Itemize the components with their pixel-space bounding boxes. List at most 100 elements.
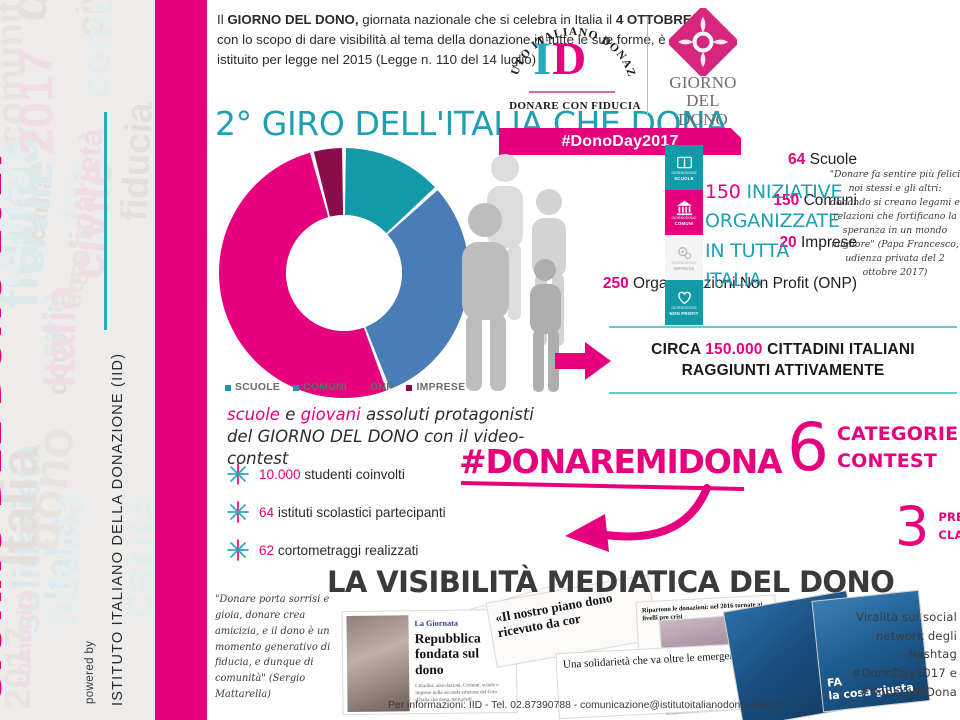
logo-block: ISTITUTO ITALIANO DONAZIONE ID DONARE CO… [495, 6, 745, 158]
bullet-number: 62 [259, 542, 275, 558]
contest-rest: assoluti protagonisti del GIORNO DEL DON… [227, 405, 534, 468]
contest-bullets: 10.000 studenti coinvolti 64 istituti sco… [227, 455, 557, 569]
legend-item-onp: ONP [360, 382, 393, 393]
donut-slice-scuole [344, 148, 435, 234]
pink-accent-bar [155, 0, 207, 720]
iid-underline [529, 91, 615, 93]
heart-icon [677, 291, 691, 305]
bullet-row: 62 cortometraggi realizzati [227, 531, 557, 569]
iid-arc-text: ISTITUTO ITALIANO DONAZIONE [503, 10, 637, 79]
iid-monogram: ID [533, 36, 587, 83]
donut-slice-imprese [313, 148, 344, 217]
stat-row: 150 Comuni [552, 191, 857, 210]
powered-by-label: powered by [84, 640, 96, 704]
category-tile-scuole: GIORNODONO SCUOLE [665, 145, 703, 190]
legend-swatch-icon [225, 384, 231, 391]
circa-banner: CIRCA 150.000 CITTADINI ITALIANI RAGGIUN… [609, 340, 957, 382]
donut-slice-comuni [365, 190, 469, 390]
footer-contact: Per informazioni: IID - Tel. 02.87390788… [388, 700, 779, 711]
book-icon [676, 156, 692, 169]
tile-label: SCUOLE [674, 175, 694, 181]
gears-icon [677, 247, 691, 260]
bullet-number: 64 [259, 504, 275, 520]
circa-line2: RAGGIUNTI ATTIVAMENTE [681, 361, 885, 379]
circa-number: 150.000 [705, 341, 763, 358]
bullet-text: 64 istituti scolastici partecipanti [259, 505, 446, 520]
legend-label: COMUNI [303, 382, 348, 393]
asterisk-star-icon [227, 501, 249, 523]
legend-label: ONP [370, 382, 394, 393]
legend-item-imprese: IMPRESE [406, 382, 465, 393]
intro-bold2: 4 OTTOBRE [615, 12, 692, 27]
categorie-line2: CONTEST [837, 450, 937, 473]
iid-letter-i: I [533, 33, 553, 85]
curved-arrow-icon [565, 484, 711, 552]
stat-number: 250 [602, 275, 629, 293]
bullet-text: 62 cortometraggi realizzati [259, 543, 418, 558]
iid-letter-d: D [552, 33, 588, 85]
hashtag-block: #DONAREMIDONA [459, 442, 783, 552]
bullet-label: studenti coinvolti [300, 466, 405, 482]
bullet-number: 10.000 [259, 466, 301, 482]
asterisk-star-icon [227, 463, 249, 485]
pope-francis-quote: "Donare fa sentire più felici noi stessi… [829, 169, 960, 278]
category-tile-non-profit: GIORNODONO NON PROFIT [665, 280, 703, 325]
donut-slice-onp [219, 152, 387, 398]
building-icon [676, 200, 692, 216]
premi-line1: PREMI ALLE SCUOLE PRIME [938, 509, 960, 524]
stat-row: 20 Imprese [552, 233, 857, 252]
visibility-title: LA VISIBILITÀ MEDIATICA DEL DONO [327, 565, 895, 599]
tile-sublabel: GIORNODONO [671, 306, 697, 311]
pink-arrow-icon [555, 342, 611, 380]
stat-label: Imprese [796, 233, 857, 251]
stat-number: 150 [773, 192, 800, 210]
intro-paragraph: Il GIORNO DEL DONO, giornata nazionale c… [217, 10, 705, 71]
categorie-text: CATEGORIE CONTEST [837, 421, 958, 476]
texture-word: comunità [70, 0, 126, 100]
circa-pre: CIRCA [651, 341, 706, 358]
gdd-line1: GIORNO [669, 73, 737, 92]
texture-word: comunità [10, 589, 38, 689]
texture-word: 2017 [9, 49, 64, 156]
iid-tagline: DONARE CON FIDUCIA [509, 100, 641, 112]
categorie-number: 6 [787, 409, 829, 486]
iid-logo: ISTITUTO ITALIANO DONAZIONE ID DONARE CO… [503, 10, 643, 122]
legend-swatch-icon [360, 384, 367, 391]
clipping-title-4: Una solidarietà che va oltre le emergenz… [562, 649, 745, 671]
stat-number: 20 [779, 233, 797, 251]
bullet-row: 64 istituti scolastici partecipanti [227, 493, 557, 531]
bullet-row: 10.000 studenti coinvolti [227, 455, 557, 493]
intro-part1: Il [217, 12, 228, 27]
iniziative-number: 150 [705, 181, 741, 203]
poster-title: GIORNO DEL DONO 2017 [0, 142, 11, 706]
teal-divider-rule [104, 112, 107, 330]
tile-label: IMPRESE [673, 265, 695, 271]
category-tile-comuni: GIORNODONO COMUNI [665, 190, 703, 235]
asterisk-star-icon [227, 539, 249, 561]
left-sidebar: donocaritàsolidarietàcivilecomunitàdonar… [0, 0, 155, 720]
clipping-photo [346, 615, 410, 713]
tile-sublabel: GIORNODONO [671, 261, 697, 266]
donut-chart-svg [219, 148, 469, 398]
chart-legend: SCUOLE COMUNI ONP IMPRESE [225, 382, 465, 393]
iniziative-callout: 150 INIZIATIVE ORGANIZZATE IN TUTTA ITAL… [705, 178, 845, 296]
legend-label: IMPRESE [416, 382, 466, 393]
logo-divider [647, 16, 648, 116]
giorno-del-dono-logo: GIORNO DEL DONO [661, 8, 745, 128]
main-content: Il GIORNO DEL DONO, giornata nazionale c… [207, 0, 960, 720]
intro-part2: giornata nazionale che si celebra in Ita… [358, 12, 616, 27]
stat-label: Comuni [799, 192, 857, 210]
virality-note: Viralità sui social network degli hashta… [851, 610, 957, 699]
contest-pink2: giovani [300, 405, 361, 424]
logo-row: ISTITUTO ITALIANO DONAZIONE ID DONARE CO… [495, 6, 745, 128]
tile-sublabel: GIORNODONO [671, 171, 697, 176]
gdd-line2: DEL DONO [678, 91, 728, 129]
texture-word: civile [2, 158, 64, 276]
bullet-label: istituti scolastici partecipanti [274, 504, 446, 520]
contest-lead-text: scuole e giovani assoluti protagonisti d… [227, 404, 557, 469]
premi-block: 3 PREMI ALLE SCUOLE PRIME CLASSIFICATE N… [895, 500, 960, 554]
tile-label: COMUNI [674, 220, 694, 226]
iniziative-line2: ORGANIZZATE [705, 210, 840, 233]
organization-name: ISTITUTO ITALIANO DELLA DONAZIONE (IID) [110, 352, 126, 706]
